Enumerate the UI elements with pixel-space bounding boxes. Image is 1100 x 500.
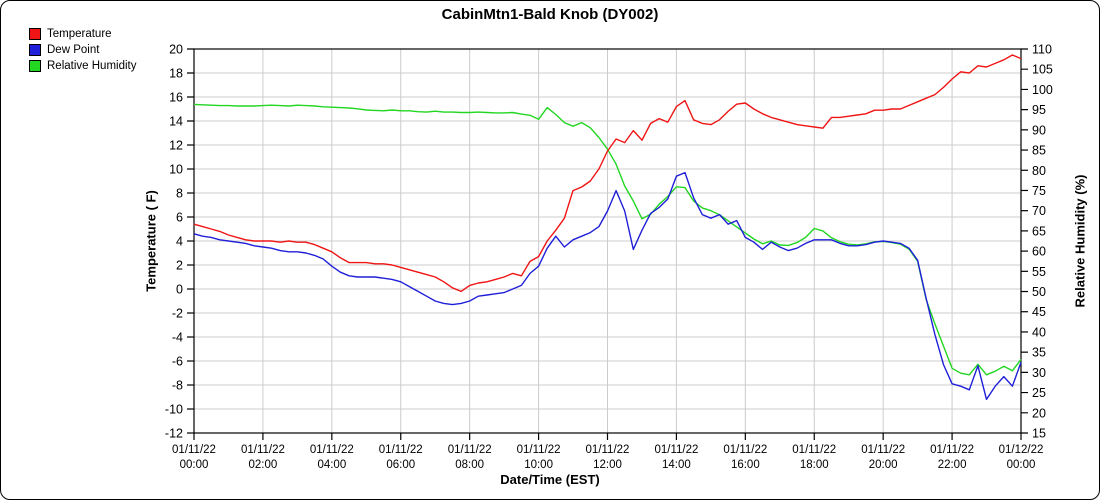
x-axis-tick-label: 01/11/22 02:00: [241, 444, 285, 471]
x-axis-tick-label: 01/11/22 12:00: [586, 444, 630, 471]
left-axis-title: Temperature ( F): [143, 190, 159, 292]
right-axis-tick-label: 75: [1032, 184, 1046, 198]
right-axis-tick-label: 35: [1032, 346, 1046, 360]
dew-point-swatch-icon: [29, 44, 41, 56]
x-axis-tick-label: 01/11/22 20:00: [861, 444, 905, 471]
left-axis-tick-label: 0: [176, 283, 183, 297]
temperature-swatch-icon: [29, 28, 41, 40]
legend-label: Dew Point: [47, 44, 100, 56]
left-axis-tick-label: 6: [176, 211, 183, 225]
right-axis-tick-label: 80: [1032, 164, 1046, 178]
right-axis-tick-label: 40: [1032, 325, 1046, 339]
legend-item-relative-humidity: Relative Humidity: [29, 58, 136, 74]
right-axis-tick-label: 50: [1032, 285, 1046, 299]
left-axis-tick-label: -8: [172, 379, 183, 393]
left-axis-tick-label: 18: [169, 67, 183, 81]
left-axis-tick-label: -2: [172, 307, 183, 321]
legend-label: Temperature: [47, 28, 112, 40]
right-axis-tick-label: 90: [1032, 123, 1046, 137]
legend: Temperature Dew Point Relative Humidity: [29, 26, 136, 74]
chart-title: CabinMtn1-Bald Knob (DY002): [441, 6, 659, 23]
right-axis-tick-label: 20: [1032, 406, 1046, 420]
x-axis-tick-label: 01/11/22 04:00: [310, 444, 354, 471]
left-axis-tick-label: 8: [176, 187, 183, 201]
left-axis-tick-label: 4: [176, 235, 183, 249]
left-axis-tick-label: -10: [165, 403, 183, 417]
right-axis-tick-label: 70: [1032, 204, 1046, 218]
right-axis-tick-label: 25: [1032, 386, 1046, 400]
left-axis-tick-label: 20: [169, 43, 183, 57]
x-axis-tick-label: 01/11/22 22:00: [930, 444, 974, 471]
right-axis-tick-label: 105: [1032, 63, 1053, 77]
left-axis-tick-label: 16: [169, 91, 183, 105]
x-axis-tick-label: 01/12/22 00:00: [999, 444, 1044, 471]
right-axis-tick-label: 15: [1032, 427, 1046, 441]
right-axis-title: Relative Humidity (%): [1072, 174, 1088, 308]
x-axis-tick-label: 01/11/22 10:00: [517, 444, 561, 471]
right-axis-tick-label: 65: [1032, 224, 1046, 238]
right-axis-tick-label: 95: [1032, 103, 1046, 117]
left-axis-tick-label: 14: [169, 115, 183, 129]
right-axis-tick-label: 45: [1032, 305, 1046, 319]
left-axis-tick-label: -12: [165, 427, 183, 441]
x-axis-tick-label: 01/11/22 18:00: [792, 444, 836, 471]
relative-humidity-swatch-icon: [29, 60, 41, 72]
x-axis-tick-label: 01/11/22 06:00: [379, 444, 423, 471]
right-axis-tick-label: 85: [1032, 144, 1046, 158]
x-axis-tick-label: 01/11/22 16:00: [723, 444, 767, 471]
x-axis-title: Date/Time (EST): [500, 472, 600, 487]
left-axis-tick-label: 12: [169, 139, 183, 153]
legend-item-dew-point: Dew Point: [29, 42, 136, 58]
x-axis-tick-label: 01/11/22 00:00: [172, 444, 216, 471]
left-axis-tick-label: 2: [176, 259, 183, 273]
right-axis-tick-label: 110: [1032, 43, 1052, 57]
x-axis-tick-label: 01/11/22 08:00: [448, 444, 492, 471]
temperature-line: [193, 54, 1022, 293]
right-axis-tick-label: 30: [1032, 366, 1046, 380]
dew-point-line: [193, 171, 1022, 401]
left-axis-tick-label: -6: [172, 355, 183, 369]
right-axis-tick-label: 100: [1032, 83, 1053, 97]
legend-item-temperature: Temperature: [29, 26, 136, 42]
x-axis-tick-label: 01/11/22 14:00: [654, 444, 698, 471]
left-axis-tick-label: 10: [169, 163, 183, 177]
right-axis-tick-label: 60: [1032, 245, 1046, 259]
legend-label: Relative Humidity: [47, 60, 137, 72]
left-axis-tick-label: -4: [172, 331, 183, 345]
right-axis-tick-label: 55: [1032, 265, 1046, 279]
